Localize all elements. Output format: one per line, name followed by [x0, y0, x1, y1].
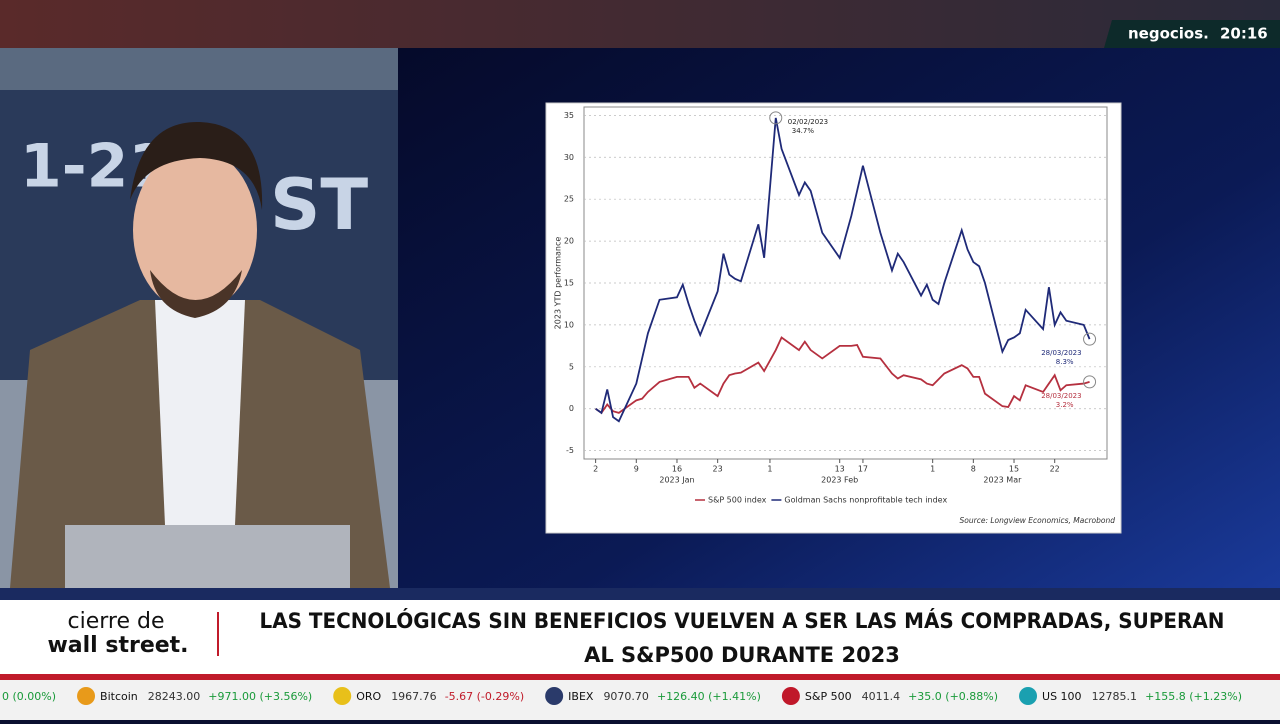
- show-name: cierre de: [68, 609, 165, 634]
- top-strip: [0, 0, 1280, 48]
- ticker-change: 0 (0.00%): [2, 690, 56, 703]
- annotation-date: 28/03/2023: [1041, 349, 1081, 357]
- ticker-price: 1967.76: [391, 690, 437, 703]
- ticker-change: +126.40 (+1.41%): [657, 690, 761, 703]
- x-tick-label: 1: [930, 465, 935, 474]
- ticker-price: 28243.00: [148, 690, 201, 703]
- ticker-price: 9070.70: [603, 690, 649, 703]
- series-line: [595, 336, 1090, 415]
- lower-third-accent: [0, 674, 1280, 680]
- x-tick-label: 15: [1009, 465, 1019, 474]
- x-tick-label: 2: [593, 465, 598, 474]
- ticker-icon: [781, 687, 800, 705]
- y-tick-label: 5: [569, 362, 574, 371]
- headline: LAS TECNOLÓGICAS SIN BENEFICIOS VUELVEN …: [260, 608, 1225, 633]
- x-tick-label: 23: [713, 465, 723, 474]
- chart-source: Source: Longview Economics, Macrobond: [960, 516, 1116, 525]
- x-tick-label: 13: [835, 465, 845, 474]
- ticker: 0 (0.00%) Bitcoin 28243.00 +971.00 (+3.56%)…: [2, 687, 1242, 705]
- annotation-date: 28/03/2023: [1041, 392, 1081, 400]
- ticker-name: IBEX: [568, 690, 594, 703]
- ticker-name: ORO: [356, 690, 381, 703]
- ticker-icon: [1019, 687, 1038, 705]
- x-tick-label: 17: [858, 465, 868, 474]
- y-tick-label: 30: [564, 153, 574, 162]
- brand: negocios.: [1128, 25, 1209, 43]
- y-axis-label: 2023 YTD performance: [554, 237, 563, 330]
- x-tick-label: 8: [971, 465, 976, 474]
- series-line: [595, 117, 1091, 423]
- x-group-label: 2023 Jan: [659, 476, 694, 485]
- x-group-label: 2023 Feb: [821, 476, 858, 485]
- legend-label: Goldman Sachs nonprofitable tech index: [784, 496, 947, 505]
- ticker-bar: [0, 680, 1280, 720]
- y-tick-label: 10: [564, 320, 574, 329]
- annotation-marker: [1083, 332, 1097, 346]
- ticker-change: +971.00 (+3.56%): [208, 690, 312, 703]
- y-tick-label: 15: [564, 279, 574, 288]
- x-tick-label: 16: [672, 465, 682, 474]
- clock: 20:16: [1220, 25, 1268, 43]
- annotation-value: 8.3%: [1056, 358, 1074, 366]
- chart: -5 0 5 10 15 20 25 30 35 2023 YTD performance 2 9 16…: [554, 106, 1116, 525]
- headline: AL S&P500 DURANTE 2023: [584, 643, 900, 667]
- legend-label: S&P 500 index: [708, 496, 767, 505]
- ticker-name: S&P 500: [805, 690, 852, 703]
- y-tick-label: 20: [564, 237, 574, 246]
- svg-text:ST: ST: [270, 164, 368, 246]
- annotation-value: 34.7%: [792, 127, 815, 135]
- annotation-marker: [1083, 375, 1097, 389]
- ticker-price: 4011.4: [862, 690, 901, 703]
- chart-panel: [545, 102, 1122, 534]
- x-group-label: 2023 Mar: [983, 476, 1022, 485]
- ticker-change: -5.67 (-0.29%): [445, 690, 524, 703]
- x-tick-label: 1: [767, 465, 772, 474]
- ticker-icon: [545, 687, 564, 705]
- x-tick-label: 22: [1050, 465, 1060, 474]
- ticker-change: +35.0 (+0.88%): [908, 690, 998, 703]
- header-badge: negocios. 20:16: [1104, 20, 1280, 48]
- ticker-price: 12785.1: [1092, 690, 1138, 703]
- divider: [0, 588, 1280, 600]
- annotation-value: 3.2%: [1056, 401, 1074, 409]
- annotation-date: 02/02/2023: [788, 118, 828, 126]
- ticker-icon: [77, 687, 96, 705]
- show-name: wall street.: [47, 633, 188, 658]
- presenter-video: 1-21 ST: [0, 48, 398, 588]
- x-tick-label: 9: [634, 465, 639, 474]
- ticker-icon: [333, 687, 352, 705]
- y-tick-label: 0: [569, 404, 574, 413]
- annotation-marker: [769, 111, 783, 125]
- y-tick-label: 35: [564, 111, 574, 120]
- y-tick-label: -5: [566, 446, 574, 455]
- lower-third: [0, 600, 1280, 674]
- ticker-name: US 100: [1042, 690, 1082, 703]
- ticker-change: +155.8 (+1.23%): [1145, 690, 1242, 703]
- ticker-name: Bitcoin: [100, 690, 138, 703]
- y-tick-label: 25: [564, 195, 574, 204]
